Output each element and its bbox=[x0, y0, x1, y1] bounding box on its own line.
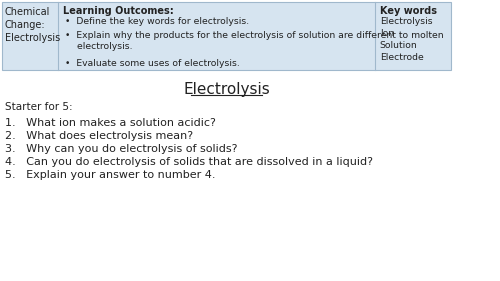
Bar bbox=[2, 2, 452, 70]
Text: Chemical
Change:
Electrolysis: Chemical Change: Electrolysis bbox=[4, 7, 60, 43]
Text: •  Explain why the products for the electrolysis of solution are different to mo: • Explain why the products for the elect… bbox=[65, 31, 444, 51]
Text: Ion: Ion bbox=[380, 29, 394, 38]
Text: 4.   Can you do electrolysis of solids that are dissolved in a liquid?: 4. Can you do electrolysis of solids tha… bbox=[4, 157, 372, 167]
Text: 1.   What ion makes a solution acidic?: 1. What ion makes a solution acidic? bbox=[4, 118, 216, 128]
Text: Electrode: Electrode bbox=[380, 53, 424, 62]
Text: 2.   What does electrolysis mean?: 2. What does electrolysis mean? bbox=[4, 131, 192, 141]
Text: •  Evaluate some uses of electrolysis.: • Evaluate some uses of electrolysis. bbox=[65, 59, 240, 68]
Text: Electrolysis: Electrolysis bbox=[183, 82, 270, 97]
Text: 5.   Explain your answer to number 4.: 5. Explain your answer to number 4. bbox=[4, 170, 215, 180]
Text: Learning Outcomes:: Learning Outcomes: bbox=[62, 6, 174, 16]
Text: Electrolysis: Electrolysis bbox=[380, 17, 432, 26]
Text: Key words: Key words bbox=[380, 6, 436, 16]
Text: Solution: Solution bbox=[380, 41, 418, 50]
Text: •  Define the key words for electrolysis.: • Define the key words for electrolysis. bbox=[65, 17, 250, 26]
Text: 3.   Why can you do electrolysis of solids?: 3. Why can you do electrolysis of solids… bbox=[4, 144, 237, 154]
Text: Starter for 5:: Starter for 5: bbox=[4, 102, 72, 112]
